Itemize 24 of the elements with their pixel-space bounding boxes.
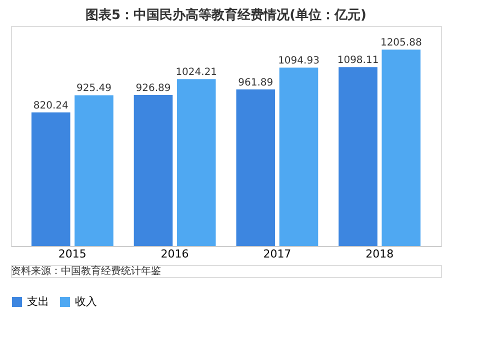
bar bbox=[279, 68, 318, 246]
bar bbox=[134, 95, 173, 246]
data-label: 1024.21 bbox=[176, 67, 218, 78]
x-tick-label: 2017 bbox=[263, 248, 292, 260]
bar bbox=[31, 112, 70, 246]
text: 资料来源：中国教育经费统计年鉴 bbox=[11, 265, 161, 277]
bar bbox=[74, 95, 114, 246]
chart-title: 图表5：中国民办高等教育经费情况(单位：亿元) bbox=[86, 7, 366, 23]
data-label: 925.49 bbox=[76, 83, 112, 94]
data-label: 926.89 bbox=[136, 83, 171, 94]
data-label: 1094.93 bbox=[278, 56, 320, 67]
legend-label: 支出 bbox=[27, 295, 49, 308]
bar bbox=[338, 67, 378, 246]
data-label: 1098.11 bbox=[337, 55, 379, 66]
x-tick-label: 2015 bbox=[58, 248, 86, 260]
data-label: 961.89 bbox=[238, 77, 274, 88]
bar bbox=[382, 50, 421, 246]
data-label: 820.24 bbox=[33, 100, 68, 112]
data-label: 1205.88 bbox=[380, 38, 422, 49]
bar bbox=[236, 89, 276, 246]
legend-label: 收入 bbox=[75, 295, 97, 308]
x-tick-label: 2018 bbox=[366, 248, 394, 260]
bar bbox=[176, 79, 216, 246]
x-tick-label: 2016 bbox=[160, 248, 189, 260]
